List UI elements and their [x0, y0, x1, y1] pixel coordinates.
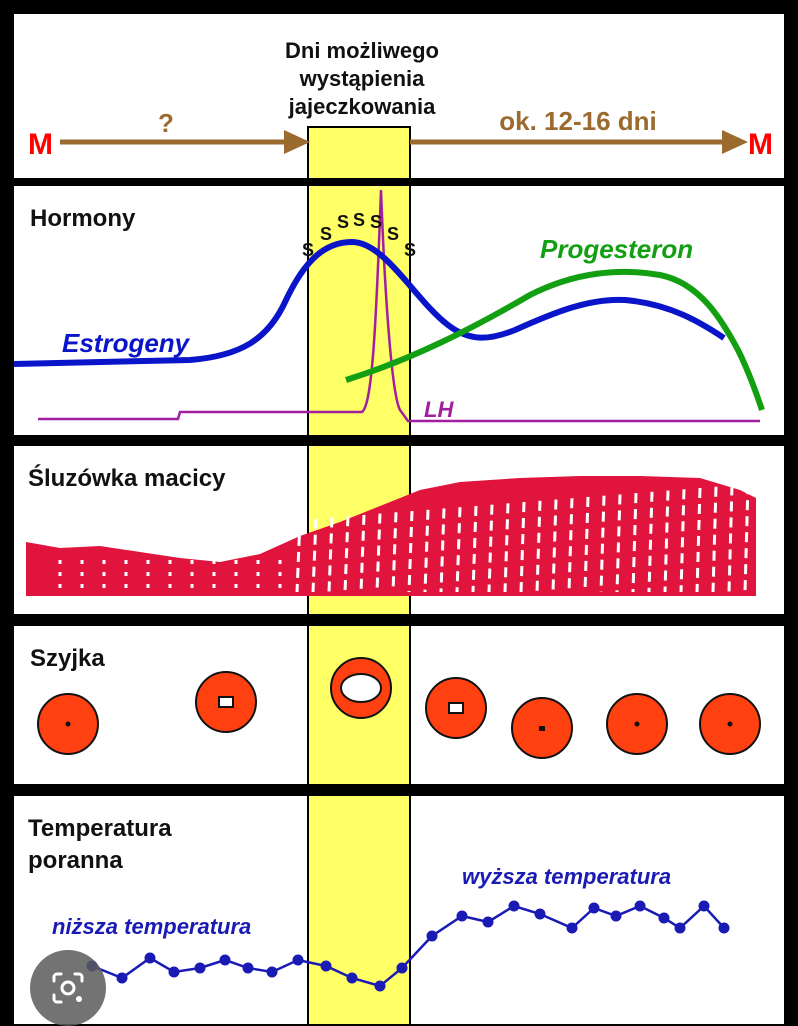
temperature-point: [534, 908, 546, 920]
progesterone-label: Progesteron: [540, 234, 693, 264]
temperature-point: [320, 960, 332, 972]
endometrium-stripe: [487, 504, 494, 593]
endometrium-stripe: [695, 487, 702, 593]
temperature-point: [194, 962, 206, 974]
temperature-point: [482, 916, 494, 928]
cervix-closed: [37, 693, 99, 755]
endometrium-stripe: [391, 512, 398, 593]
temperature-point: [116, 972, 128, 984]
endometrium-stripe: [647, 491, 654, 593]
temperature-point: [634, 900, 646, 912]
temperature-point: [566, 922, 578, 934]
cervix-closed: [606, 693, 668, 755]
temperature-point: [242, 962, 254, 974]
cervix-opening: [195, 671, 257, 733]
higher-temperature-label: wyższa temperatura: [462, 864, 671, 889]
temperature-point: [219, 954, 231, 966]
endometrium-stripe: [359, 514, 366, 593]
svg-text:S: S: [404, 240, 416, 260]
lower-temperature-label: niższa temperatura: [52, 914, 251, 939]
endometrium-stripe: [727, 485, 734, 593]
temperature-point: [396, 962, 408, 974]
ovulation-title: Dni możliwego: [285, 38, 439, 63]
progesterone-curve: [345, 268, 765, 411]
luteal-phase-label: ok. 12-16 dni: [499, 106, 657, 136]
follicular-phase-label: ?: [158, 108, 174, 138]
s-marks: S S S S S S S: [302, 210, 416, 260]
endometrium-stripe: [455, 507, 462, 593]
endometrium-stripe: [663, 490, 670, 593]
endometrium-stripe: [743, 484, 750, 593]
endometrium-stripe: [615, 494, 622, 593]
temperature-point: [168, 966, 180, 978]
endometrium-stripe: [375, 513, 382, 593]
endometrium-stripe: [311, 518, 318, 593]
ovulation-title: jajeczkowania: [288, 94, 437, 119]
cervix-states: [37, 657, 761, 759]
estrogen-curve: [13, 238, 726, 367]
temperature-point: [508, 900, 520, 912]
endometrium-stripe: [407, 510, 414, 593]
endometrium-stripe: [439, 508, 446, 593]
lens-icon: [52, 972, 84, 1004]
svg-text:S: S: [353, 210, 365, 230]
timeline-arrow: [60, 130, 748, 154]
endometrium-stripe: [679, 489, 686, 593]
temperature-point: [674, 922, 686, 934]
ovulation-title: wystąpienia: [299, 66, 425, 91]
temperature-point: [426, 930, 438, 942]
temperature-point: [658, 912, 670, 924]
svg-text:S: S: [370, 212, 382, 232]
temperature-point: [144, 952, 156, 964]
endometrium-stripe: [631, 493, 638, 593]
endometrium-stripe: [471, 505, 478, 593]
temperature-point: [456, 910, 468, 922]
endometrium-stripe: [343, 516, 350, 593]
endometrium-title: Śluzówka macicy: [28, 464, 226, 492]
temperature-title: poranna: [28, 847, 123, 874]
cervix-closed: [511, 697, 573, 759]
hormones-title: Hormony: [30, 205, 136, 232]
temperature-point: [698, 900, 710, 912]
cycle-start-marker: M: [28, 128, 53, 161]
cervix-closed: [699, 693, 761, 755]
cervix-closing: [425, 677, 487, 739]
lh-label: LH: [424, 397, 454, 422]
lh-curve: [38, 189, 760, 423]
temperature-point: [718, 922, 730, 934]
svg-text:S: S: [337, 212, 349, 232]
svg-text:S: S: [387, 224, 399, 244]
endometrium-layer: [26, 476, 756, 596]
endometrium-stripe: [711, 486, 718, 593]
endometrium-stripe: [327, 517, 334, 593]
cycle-end-marker: M: [748, 128, 773, 161]
temperature-title: Temperatura: [28, 815, 172, 842]
endometrium-stripe: [295, 519, 302, 593]
temperature-point: [292, 954, 304, 966]
temperature-points: [86, 900, 730, 992]
estrogen-label: Estrogeny: [62, 328, 191, 358]
cervix-title: Szyjka: [30, 645, 105, 672]
cervix-open: [330, 657, 392, 719]
temperature-point: [266, 966, 278, 978]
svg-text:S: S: [302, 240, 314, 260]
endometrium-stripe: [599, 495, 606, 593]
endometrium-stripe: [423, 509, 430, 593]
endometrium-stripe: [503, 503, 510, 593]
temperature-point: [346, 972, 358, 984]
svg-text:S: S: [320, 224, 332, 244]
temperature-point: [588, 902, 600, 914]
temperature-point: [610, 910, 622, 922]
lens-button[interactable]: [30, 950, 106, 1026]
temperature-point: [374, 980, 386, 992]
